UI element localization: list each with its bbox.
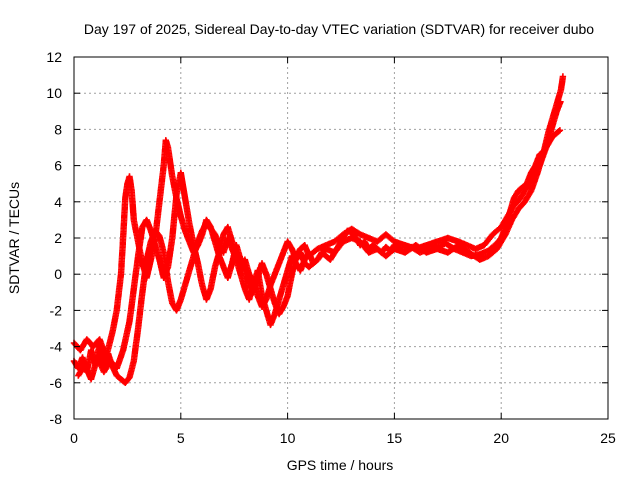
- x-tick-label: 25: [600, 430, 616, 446]
- y-tick-label: -6: [50, 375, 63, 391]
- y-tick-label: 8: [54, 121, 62, 137]
- series-1: [70, 73, 567, 386]
- grid: [74, 57, 608, 419]
- x-tick-label: 20: [493, 430, 509, 446]
- y-tick-label: -4: [50, 339, 63, 355]
- x-tick-label: 5: [177, 430, 185, 446]
- x-axis-label: GPS time / hours: [287, 457, 394, 473]
- data-point: [559, 73, 567, 80]
- y-axis-label: SDTVAR / TECUs: [6, 182, 22, 294]
- y-tick-label: -8: [50, 411, 63, 427]
- y-tick-label: 2: [54, 230, 62, 246]
- y-tick-label: 4: [54, 194, 62, 210]
- data-point: [556, 127, 564, 134]
- y-tick-label: -2: [50, 302, 63, 318]
- x-tick-label: 15: [387, 430, 403, 446]
- chart-title: Day 197 of 2025, Sidereal Day-to-day VTE…: [84, 21, 594, 37]
- data-points: [70, 73, 567, 386]
- y-tick-label: 0: [54, 266, 62, 282]
- data-point: [555, 128, 563, 135]
- x-tick-label: 0: [70, 430, 78, 446]
- x-tick-label: 10: [280, 430, 296, 446]
- y-tick-label: 10: [46, 85, 62, 101]
- y-tick-label: 12: [46, 49, 62, 65]
- y-tick-label: 6: [54, 158, 62, 174]
- axis-ticks: 0 5 10 15 20 25 -8 -6 -4 -2 0 2 4 6 8 10 12: [46, 49, 616, 446]
